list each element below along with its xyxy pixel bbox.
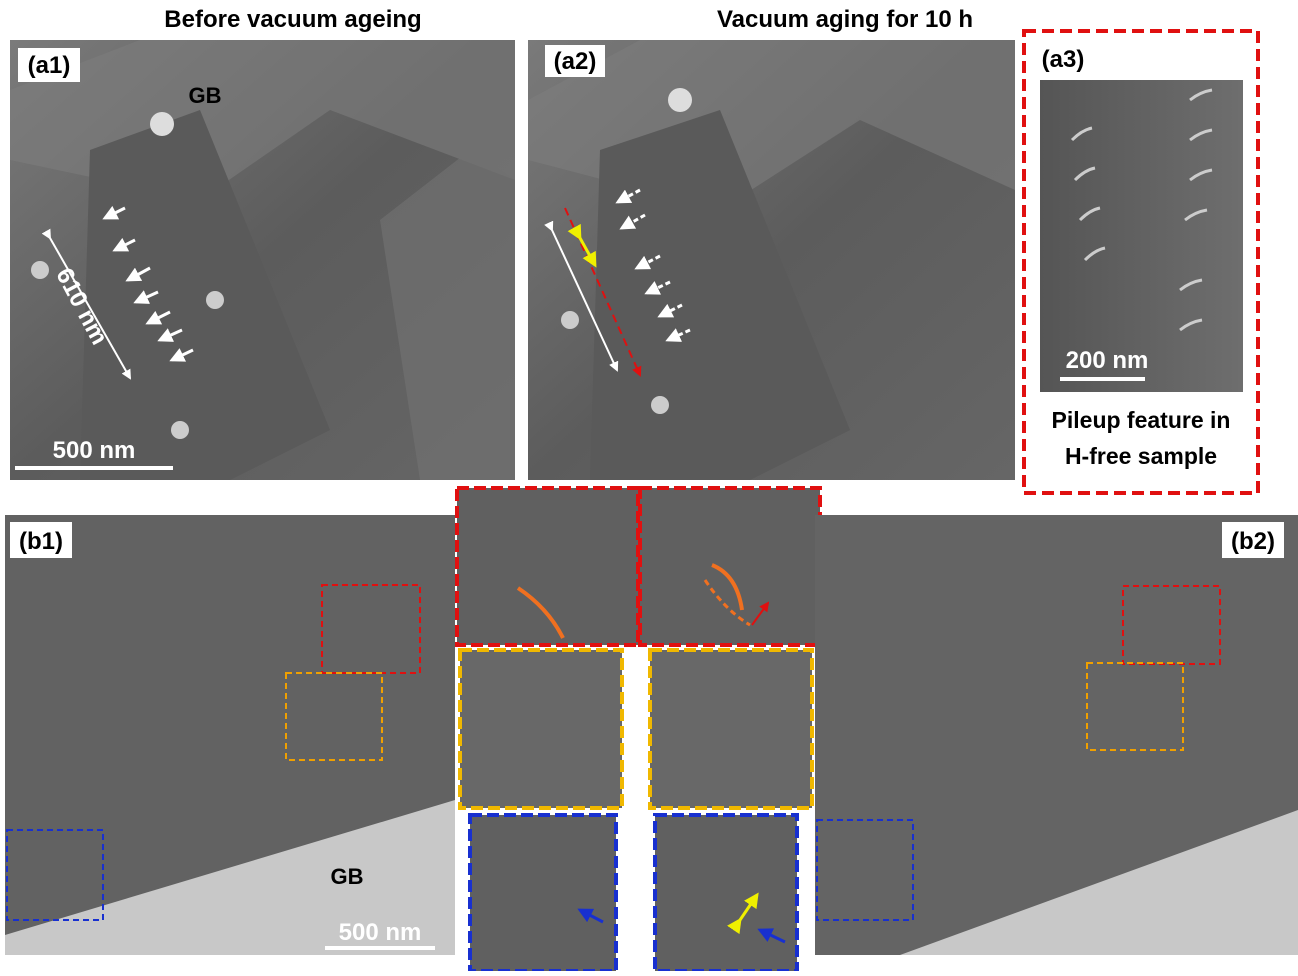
panel-label: (a2) [554,48,597,75]
scale-bar-label: 500 nm [339,919,422,946]
panel-label: (b1) [19,528,63,555]
panel-a3: (a3) 200 nm Pileup feature in H-free sam… [1024,31,1258,493]
scale-bar-label: 500 nm [53,437,136,464]
annotation: GB [331,864,364,889]
left-title: Before vacuum ageing [164,6,421,33]
caption: H-free sample [1065,443,1217,469]
panel-label: (a1) [28,52,71,79]
annotation: GB [189,83,222,108]
caption: Pileup feature in [1052,407,1231,433]
panel-label: (a3) [1042,46,1085,73]
panel-a1: (a1) GB 610 nm 500 nm [10,40,515,480]
panel-a2: (a2) [528,40,1015,480]
scale-bar-label: 200 nm [1066,347,1149,374]
panel-b2: (b2) [815,515,1298,955]
insets [457,488,820,971]
right-title: Vacuum aging for 10 h [717,6,973,33]
figure: Before vacuum ageing Vacuum aging for 10… [0,0,1298,971]
panel-label: (b2) [1231,528,1275,555]
panel-b1: (b1) GB 500 nm [5,515,455,955]
